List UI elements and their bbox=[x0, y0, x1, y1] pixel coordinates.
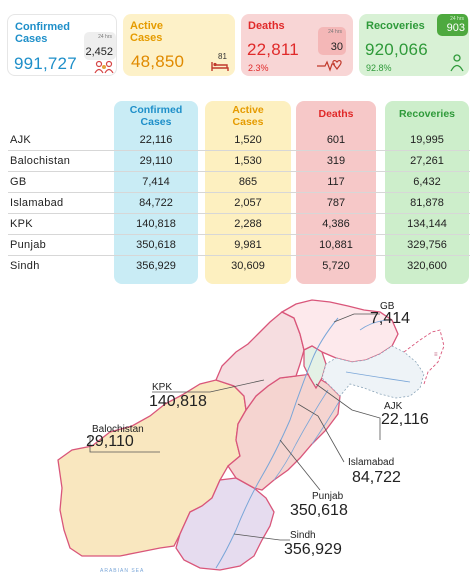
table-row: AJK 22,116 1,520 601 19,995 bbox=[8, 130, 470, 151]
arabian-sea-label: ARABIAN SEA bbox=[100, 568, 144, 574]
recovered-person-icon bbox=[450, 54, 464, 72]
tributary-river bbox=[311, 399, 341, 445]
table-row: Islamabad 84,722 2,057 787 81,878 bbox=[8, 193, 470, 214]
recoveries-card: Recoveries 24 hrs 903 920,066 92.8% bbox=[359, 14, 469, 76]
islamabad-label: Islamabad bbox=[348, 457, 395, 468]
tributary-river bbox=[359, 319, 393, 331]
active-badge-value: 81 bbox=[218, 52, 227, 61]
tributary-river bbox=[345, 371, 411, 383]
confirmed-cases-value: 991,727 bbox=[14, 54, 77, 73]
kpk-label: KPK bbox=[152, 382, 173, 393]
recoveries-title: Recoveries bbox=[366, 20, 425, 32]
punjab-label: Punjab bbox=[312, 491, 344, 502]
active-cases-card: Active Cases 81 48,850 bbox=[123, 14, 235, 76]
confirmed-column-header: Confirmed Cases bbox=[129, 104, 183, 128]
heartbeat-icon bbox=[317, 59, 342, 72]
active-column-header: Active Cases bbox=[232, 104, 264, 128]
recoveries-24h-badge: 24 hrs 903 bbox=[437, 14, 468, 36]
kpk-value: 140,818 bbox=[149, 393, 207, 410]
table-row: KPK 140,818 2,288 4,386 134,144 bbox=[8, 214, 470, 235]
hospital-bed-icon bbox=[211, 62, 229, 71]
recoveries-percentage: 92.8% bbox=[366, 63, 392, 73]
ajk-label: AJK bbox=[384, 401, 403, 412]
table-row: Punjab 350,618 9,981 10,881 329,756 bbox=[8, 235, 470, 256]
islamabad-value: 84,722 bbox=[352, 469, 401, 486]
table-row: Balochistan 29,110 1,530 319 27,261 bbox=[8, 151, 470, 172]
table-row: GB 7,414 865 117 6,432 bbox=[8, 172, 470, 193]
active-cases-value: 48,850 bbox=[131, 52, 185, 71]
confirmed-24h-badge: 24 hrs 2,452 bbox=[84, 32, 116, 60]
deaths-percentage: 2.3% bbox=[248, 63, 269, 73]
deaths-24h-badge: 24 hrs 30 bbox=[318, 27, 346, 55]
deaths-title: Deaths bbox=[248, 20, 285, 32]
balochistan-label: Balochistan bbox=[92, 424, 144, 435]
leader-lines bbox=[89, 313, 381, 541]
table-row: Sindh 356,929 30,609 5,720 320,600 bbox=[10, 260, 447, 272]
active-cases-title: Active Cases bbox=[130, 20, 164, 44]
gb-label: GB bbox=[380, 301, 395, 312]
recoveries-column-header: Recoveries bbox=[398, 108, 456, 120]
indian-kashmir-outline bbox=[321, 345, 425, 399]
map-decoration: ≡ bbox=[434, 352, 438, 358]
indus-river bbox=[215, 317, 339, 569]
line-of-control bbox=[403, 329, 445, 385]
sindh-label: Sindh bbox=[290, 530, 316, 541]
gb-value: 7,414 bbox=[370, 310, 411, 327]
pakistan-map: ≡ ARABIAN SEA bbox=[57, 299, 445, 574]
punjab-value: 350,618 bbox=[290, 502, 348, 519]
confirmed-cases-title: Confirmed Cases bbox=[15, 21, 70, 45]
virus-people-icon bbox=[94, 60, 114, 74]
recoveries-value: 920,066 bbox=[365, 40, 428, 59]
deaths-card: Deaths 24 hrs 30 22,811 2.3% bbox=[241, 14, 353, 76]
deaths-column-header: Deaths bbox=[318, 108, 354, 120]
confirmed-cases-card: Confirmed Cases 24 hrs 2,452 991,727 bbox=[7, 14, 117, 76]
sindh-value: 356,929 bbox=[284, 541, 342, 558]
deaths-value: 22,811 bbox=[247, 40, 299, 59]
tributary-river bbox=[273, 389, 329, 481]
ajk-value: 22,116 bbox=[381, 411, 429, 428]
balochistan-value: 29,110 bbox=[86, 433, 134, 450]
